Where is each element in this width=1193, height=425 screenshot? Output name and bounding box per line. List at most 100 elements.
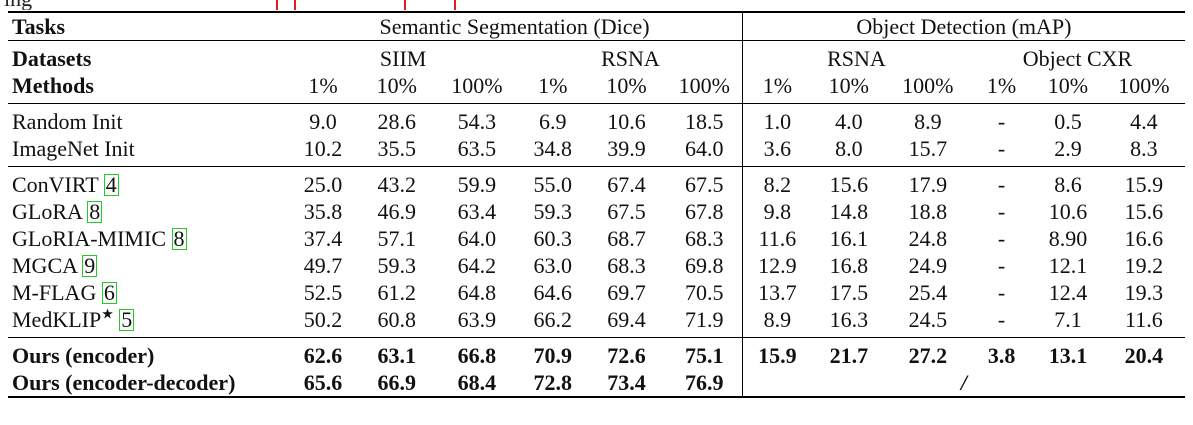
- value-cell: 11.6: [741, 225, 812, 252]
- value-cell: 76.9: [666, 369, 743, 398]
- results-table: Tasks Semantic Segmentation (Dice) Objec…: [8, 11, 1185, 398]
- method-name: ImageNet Init: [8, 135, 287, 167]
- value-cell: 3.6: [741, 135, 812, 167]
- citation-link[interactable]: 6: [101, 280, 117, 305]
- red-highlight-box: [404, 0, 456, 10]
- value-cell: 69.7: [607, 280, 646, 305]
- value-cell: 67.5: [666, 166, 743, 198]
- value-cell: 12.4: [1048, 280, 1088, 305]
- value-cell: -: [997, 307, 1006, 332]
- method-name: MGCA 9: [8, 252, 287, 279]
- value-cell: -: [997, 226, 1006, 251]
- value-cell: 24.5: [908, 307, 948, 332]
- value-cell: 46.9: [377, 199, 417, 224]
- table-row: M-FLAG 6 52.5 61.2 64.8 64.6 69.7 70.5 13.7 17.5…: [8, 279, 1185, 306]
- tasks-row: Tasks Semantic Segmentation (Dice) Objec…: [8, 11, 1185, 41]
- value-cell: 64.8: [457, 280, 497, 305]
- datasets-label: Datasets: [12, 46, 92, 71]
- value-cell: 75.1: [666, 337, 743, 369]
- value-cell: 10.6: [1048, 199, 1088, 224]
- dataset-rsna-seg: RSNA: [601, 46, 660, 71]
- value-cell: 68.4: [434, 369, 520, 398]
- method-label: ImageNet Init: [12, 136, 135, 161]
- method-name: M-FLAG 6: [8, 279, 287, 306]
- value-cell: 61.2: [377, 280, 417, 305]
- method-name: GLoRA 8: [8, 198, 287, 225]
- method-label: Random Init: [12, 109, 123, 134]
- methods-row: Methods 1% 10% 100% 1% 10% 100% 1% 10% 100% 1% 10%…: [8, 72, 1185, 104]
- table-row: Random Init 9.0 28.6 54.3 6.9 10.6 18.5 1.0 4.0 8…: [8, 103, 1185, 135]
- value-cell: 20.4: [1102, 337, 1185, 369]
- value-cell: 70.5: [684, 280, 724, 305]
- value-cell: 59.3: [533, 199, 573, 224]
- value-cell: 66.8: [434, 337, 520, 369]
- value-cell: 15.6: [811, 166, 886, 198]
- citation-link[interactable]: 8: [171, 226, 187, 251]
- value-cell: -: [997, 253, 1006, 278]
- method-name: Ours (encoder): [8, 337, 288, 369]
- method-name: ConVIRT 4: [8, 166, 288, 198]
- value-cell: 25.4: [908, 280, 948, 305]
- value-cell: 8.0: [835, 136, 863, 161]
- fraction-header: 100%: [451, 73, 503, 98]
- value-cell: 13.1: [1033, 337, 1103, 369]
- value-cell: 59.3: [377, 253, 417, 278]
- value-cell: 59.9: [434, 166, 520, 198]
- value-cell: 13.7: [741, 279, 812, 306]
- value-cell: 0.5: [1033, 103, 1103, 135]
- value-cell: -: [997, 280, 1006, 305]
- value-cell: 57.1: [377, 226, 417, 251]
- method-label: ConVIRT: [12, 172, 99, 197]
- fraction-header: 1%: [986, 73, 1017, 98]
- fraction-header: 100%: [678, 73, 730, 98]
- citation-link[interactable]: 8: [87, 199, 103, 224]
- citation-link[interactable]: 9: [82, 253, 98, 278]
- fraction-header: 100%: [1118, 73, 1170, 98]
- dataset-object-cxr: Object CXR: [1022, 46, 1133, 71]
- value-cell: 50.2: [303, 307, 343, 332]
- value-cell: 60.3: [533, 226, 573, 251]
- value-cell: 9.8: [741, 198, 812, 225]
- value-cell: 64.0: [684, 136, 724, 161]
- citation-link[interactable]: 5: [119, 307, 135, 332]
- value-cell: 18.5: [666, 103, 743, 135]
- value-cell: 19.3: [1124, 280, 1164, 305]
- value-cell: 24.8: [908, 226, 948, 251]
- red-highlight-box: [276, 0, 296, 10]
- fraction-header: 10%: [376, 73, 417, 98]
- value-cell: 73.4: [586, 369, 667, 398]
- value-cell: 19.2: [1124, 253, 1164, 278]
- fraction-header: 1%: [741, 72, 812, 104]
- value-cell: 68.7: [607, 226, 646, 251]
- ours-row: Ours (encoder-decoder) 65.6 66.9 68.4 72.8 73…: [8, 369, 1185, 398]
- value-cell: 63.5: [457, 136, 497, 161]
- method-label: MedKLIP: [12, 307, 102, 332]
- method-name: GLoRIA-MIMIC 8: [8, 225, 287, 252]
- value-cell: 8.6: [1033, 166, 1103, 198]
- value-cell: 63.1: [358, 337, 435, 369]
- value-cell: 10.2: [303, 136, 343, 161]
- value-cell: 16.1: [829, 226, 869, 251]
- ours-row: Ours (encoder) 62.6 63.1 66.8 70.9 72.6 75.1 15…: [8, 337, 1185, 369]
- table-row: GLoRIA-MIMIC 8 37.4 57.1 64.0 60.3 68.7 68.3 11…: [8, 225, 1185, 252]
- citation-link[interactable]: 4: [103, 172, 119, 197]
- value-cell: 67.5: [607, 199, 646, 224]
- value-cell: 7.1: [1054, 307, 1082, 332]
- value-cell: 25.0: [287, 166, 359, 198]
- value-cell: 39.9: [607, 136, 646, 161]
- fraction-header: 100%: [902, 73, 954, 98]
- value-cell: 10.6: [586, 103, 667, 135]
- value-cell: 6.9: [519, 103, 587, 135]
- value-cell: 67.4: [586, 166, 667, 198]
- value-cell: 1.0: [741, 103, 812, 135]
- tasks-label: Tasks: [8, 11, 288, 41]
- value-cell: 8.90: [1048, 226, 1088, 251]
- value-cell: 24.9: [908, 253, 948, 278]
- value-cell: -: [997, 199, 1006, 224]
- method-name: Random Init: [8, 103, 288, 135]
- table-row: MGCA 9 49.7 59.3 64.2 63.0 68.3 69.8 12.9 16.8 24…: [8, 252, 1185, 279]
- value-cell: 4.0: [811, 103, 886, 135]
- value-cell: 49.7: [303, 253, 343, 278]
- value-cell: 8.3: [1130, 136, 1158, 161]
- value-cell: -: [997, 136, 1006, 161]
